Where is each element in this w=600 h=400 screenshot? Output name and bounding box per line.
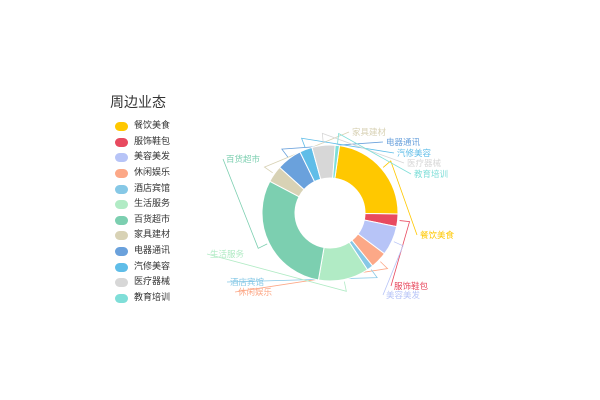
slice-label: 餐饮美食 [420,230,455,241]
legend-item[interactable]: 家具建材 [115,228,170,244]
legend-label: 医疗器械 [134,277,171,288]
donut-slice[interactable] [332,144,341,179]
legend-swatch-icon [115,137,128,147]
legend-swatch-icon [115,184,128,194]
legend-swatch-icon [115,231,128,241]
legend-swatch-icon [115,122,128,132]
slice-label: 教育培训 [414,169,448,180]
legend-label: 家具建材 [134,230,171,241]
legend-item[interactable]: 教育培训 [115,291,170,307]
chart-legend: 餐饮美食服饰鞋包美容美发休闲娱乐酒店宾馆生活服务百货超市家具建材电器通讯汽修美容… [115,119,170,306]
legend-item[interactable]: 酒店宾馆 [115,181,170,197]
legend-item[interactable]: 汽修美容 [115,259,170,275]
legend-item[interactable]: 美容美发 [115,150,170,166]
donut-slice[interactable] [261,180,325,281]
slice-label: 休闲娱乐 [238,287,273,298]
legend-label: 酒店宾馆 [134,183,171,194]
slice-label: 美容美发 [386,290,421,301]
label-leader-line [222,158,268,249]
legend-item[interactable]: 生活服务 [115,197,170,213]
label-leader-line [234,261,389,293]
legend-item[interactable]: 电器通讯 [115,244,170,260]
label-leader-line [337,132,412,175]
legend-swatch-icon [115,278,128,288]
donut-slice[interactable] [334,145,399,215]
label-leader-line [390,220,411,287]
slice-label: 家具建材 [352,127,387,138]
legend-swatch-icon [115,247,128,257]
legend-item[interactable]: 餐饮美食 [115,119,170,135]
legend-label: 休闲娱乐 [134,168,171,179]
legend-item[interactable]: 百货超市 [115,213,170,229]
legend-label: 教育培训 [134,292,171,303]
legend-swatch-icon [115,200,128,210]
label-leader-line [226,269,378,283]
slice-label: 百货超市 [226,154,261,165]
legend-swatch-icon [115,169,128,179]
legend-label: 餐饮美食 [134,121,171,132]
slice-label: 服饰鞋包 [394,281,429,292]
label-leader-line [263,131,350,174]
legend-item[interactable]: 服饰鞋包 [115,135,170,151]
slice-label: 医疗器械 [407,158,442,169]
slice-label: 电器通讯 [386,137,421,148]
label-leader-line [321,132,405,164]
legend-label: 百货超市 [134,214,171,225]
label-leader-line [382,241,404,296]
legend-item[interactable]: 休闲娱乐 [115,166,170,182]
legend-label: 电器通讯 [134,246,171,257]
chart-title: 周边业态 [110,95,166,111]
legend-label: 生活服务 [134,199,171,210]
label-leader-line [206,253,347,292]
legend-swatch-icon [115,293,128,303]
legend-swatch-icon [115,262,128,272]
slice-label: 酒店宾馆 [230,277,264,288]
slice-label: 汽修美容 [397,148,432,159]
legend-label: 汽修美容 [134,261,171,272]
legend-label: 美容美发 [134,152,171,163]
legend-swatch-icon [115,215,128,225]
legend-swatch-icon [115,153,128,163]
label-leader-line [281,141,384,158]
label-leader-line [382,160,418,236]
slice-label: 生活服务 [210,249,245,260]
legend-label: 服饰鞋包 [134,136,171,147]
legend-item[interactable]: 医疗器械 [115,275,170,291]
